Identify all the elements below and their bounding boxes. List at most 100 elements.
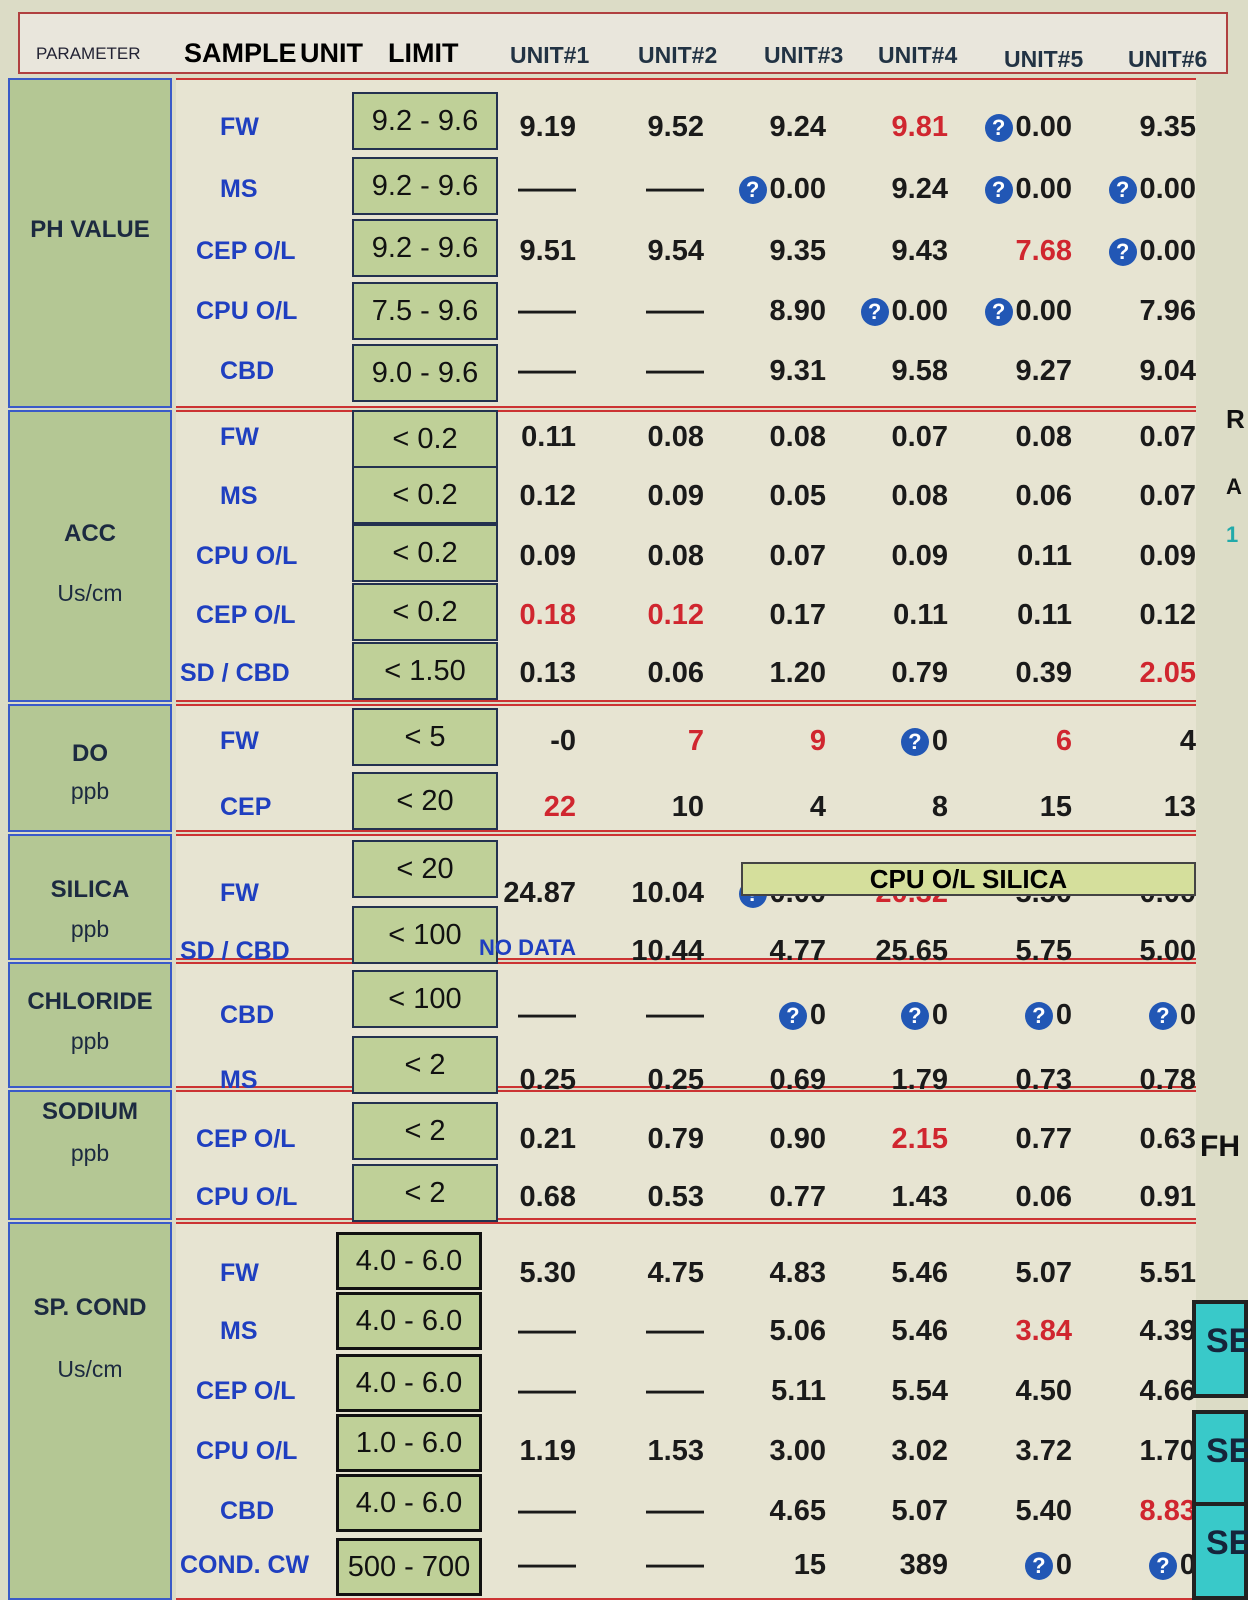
unit-5-value: 5.40 [1016, 1495, 1072, 1528]
question-icon[interactable]: ? [1148, 1552, 1177, 1581]
question-icon[interactable]: ? [1148, 1002, 1177, 1031]
unit-6-value: 0.12 [1140, 599, 1196, 632]
question-icon[interactable]: ? [984, 114, 1013, 143]
value-text: 0.00 [891, 295, 948, 327]
header-unit-5: UNIT#5 [1004, 46, 1084, 72]
unit-5-value: 0.11 [1017, 599, 1072, 632]
unit-2-value: 0.79 [648, 1123, 704, 1156]
value-text: 5.46 [891, 1257, 948, 1289]
unit-1-value: —— [518, 1495, 576, 1528]
question-icon[interactable]: ? [900, 728, 929, 757]
side-button-1[interactable]: SE [1192, 1300, 1248, 1398]
value-text: 4 [809, 791, 826, 823]
group-unit: ppb [70, 1028, 110, 1054]
side-button-2[interactable]: SE [1192, 1410, 1248, 1508]
unit-1-value: 0.18 [520, 599, 576, 632]
value-text: 7.96 [1139, 295, 1196, 327]
question-icon[interactable]: ? [778, 1002, 807, 1031]
value-text: 0.09 [1139, 540, 1196, 572]
unit-6-value: 7.96 [1140, 295, 1196, 328]
unit-3-value: 4.65 [770, 1495, 826, 1528]
value-text: 9.35 [769, 235, 826, 267]
question-icon[interactable]: ? [900, 1002, 929, 1031]
value-text: 5.07 [891, 1495, 948, 1527]
value-text: 0.53 [647, 1181, 704, 1213]
value-text: -0 [550, 725, 576, 757]
unit-5-value: 7.68 [1016, 235, 1072, 268]
unit-1-value: 0.12 [520, 480, 576, 513]
value-text: 22 [543, 791, 576, 823]
value-text: 0.00 [1015, 111, 1072, 143]
unit-5-value: ? 0.00 [984, 295, 1072, 328]
value-text: 0.09 [891, 540, 948, 572]
unit-5-value: 6 [1056, 725, 1072, 758]
value-text: 3.72 [1015, 1435, 1072, 1467]
unit-6-value: 0.91 [1140, 1181, 1196, 1214]
value-text: 0.73 [1015, 1064, 1072, 1096]
value-text: —— [646, 999, 704, 1031]
value-text: 0.12 [519, 480, 576, 512]
unit-2-value: 4.75 [648, 1257, 704, 1290]
group-band-2 [176, 410, 1196, 702]
question-icon[interactable]: ? [1108, 238, 1137, 267]
unit-3-value: 1.20 [770, 657, 826, 690]
unit-2-value: 0.53 [648, 1181, 704, 1214]
unit-1-value: 0.09 [520, 540, 576, 573]
sample-label: CPU O/L [196, 1437, 298, 1465]
value-text: 5.75 [1015, 935, 1072, 967]
group-unit: Us/cm [57, 580, 123, 606]
limit-box: 9.0 - 9.6 [352, 344, 498, 402]
value-text: 9.31 [769, 355, 826, 387]
value-text: 0.77 [1015, 1123, 1072, 1155]
value-text: 5.07 [1015, 1257, 1072, 1289]
unit-4-value: 0.09 [892, 540, 948, 573]
question-icon[interactable]: ? [984, 176, 1013, 205]
sample-label: COND. CW [180, 1551, 310, 1579]
unit-3-value: 0.08 [770, 421, 826, 454]
unit-6-value: 4.66 [1140, 1375, 1196, 1408]
unit-1-value: 5.30 [520, 1257, 576, 1290]
limit-box: < 2 [352, 1036, 498, 1094]
unit-3-value: 4.83 [770, 1257, 826, 1290]
header-bar: PARAMETER SAMPLE UNIT LIMIT UNIT#1 UNIT#… [18, 12, 1228, 74]
unit-6-value: 4.39 [1140, 1315, 1196, 1348]
side-button-3[interactable]: SE [1192, 1502, 1248, 1600]
unit-6-value: 5.51 [1140, 1257, 1196, 1290]
unit-5-value: 9.27 [1016, 355, 1072, 388]
unit-5-value: 5.07 [1016, 1257, 1072, 1290]
sample-label: FW [220, 1259, 259, 1287]
unit-1-value: -0 [550, 725, 576, 758]
unit-5-value: ? 0.00 [984, 111, 1072, 144]
value-text: 10.44 [631, 935, 704, 967]
group-name: PH VALUE [30, 216, 150, 243]
value-text: —— [518, 1375, 576, 1407]
value-text: NO DATA [479, 935, 576, 960]
value-text: 4.39 [1139, 1315, 1196, 1347]
question-icon[interactable]: ? [860, 298, 889, 327]
value-text: 9.81 [891, 111, 948, 143]
question-icon[interactable]: ? [1024, 1552, 1053, 1581]
question-icon[interactable]: ? [738, 176, 767, 205]
question-icon[interactable]: ? [1024, 1002, 1053, 1031]
group-cell-4 [8, 834, 172, 960]
value-text: 5.00 [1139, 935, 1196, 967]
unit-4-value: 5.07 [892, 1495, 948, 1528]
value-text: 0 [1055, 999, 1072, 1031]
unit-2-value: —— [646, 355, 704, 388]
question-icon[interactable]: ? [1108, 176, 1137, 205]
value-text: 9.19 [519, 111, 576, 143]
unit-4-value: 25.65 [875, 935, 948, 968]
value-text: 0 [809, 999, 826, 1031]
unit-1-value: 1.19 [520, 1435, 576, 1468]
limit-box: 7.5 - 9.6 [352, 282, 498, 340]
unit-3-value: 3.00 [770, 1435, 826, 1468]
value-text: 1.53 [647, 1435, 704, 1467]
sample-label: CEP O/L [196, 237, 296, 265]
group-name: SILICA [50, 876, 130, 903]
value-text: 0.06 [647, 657, 704, 689]
question-icon[interactable]: ? [984, 298, 1013, 327]
value-text: 0.00 [1015, 173, 1072, 205]
unit-2-value: 7 [688, 725, 704, 758]
header-unit-1: UNIT#1 [510, 42, 590, 68]
value-text: 1.20 [769, 657, 826, 689]
